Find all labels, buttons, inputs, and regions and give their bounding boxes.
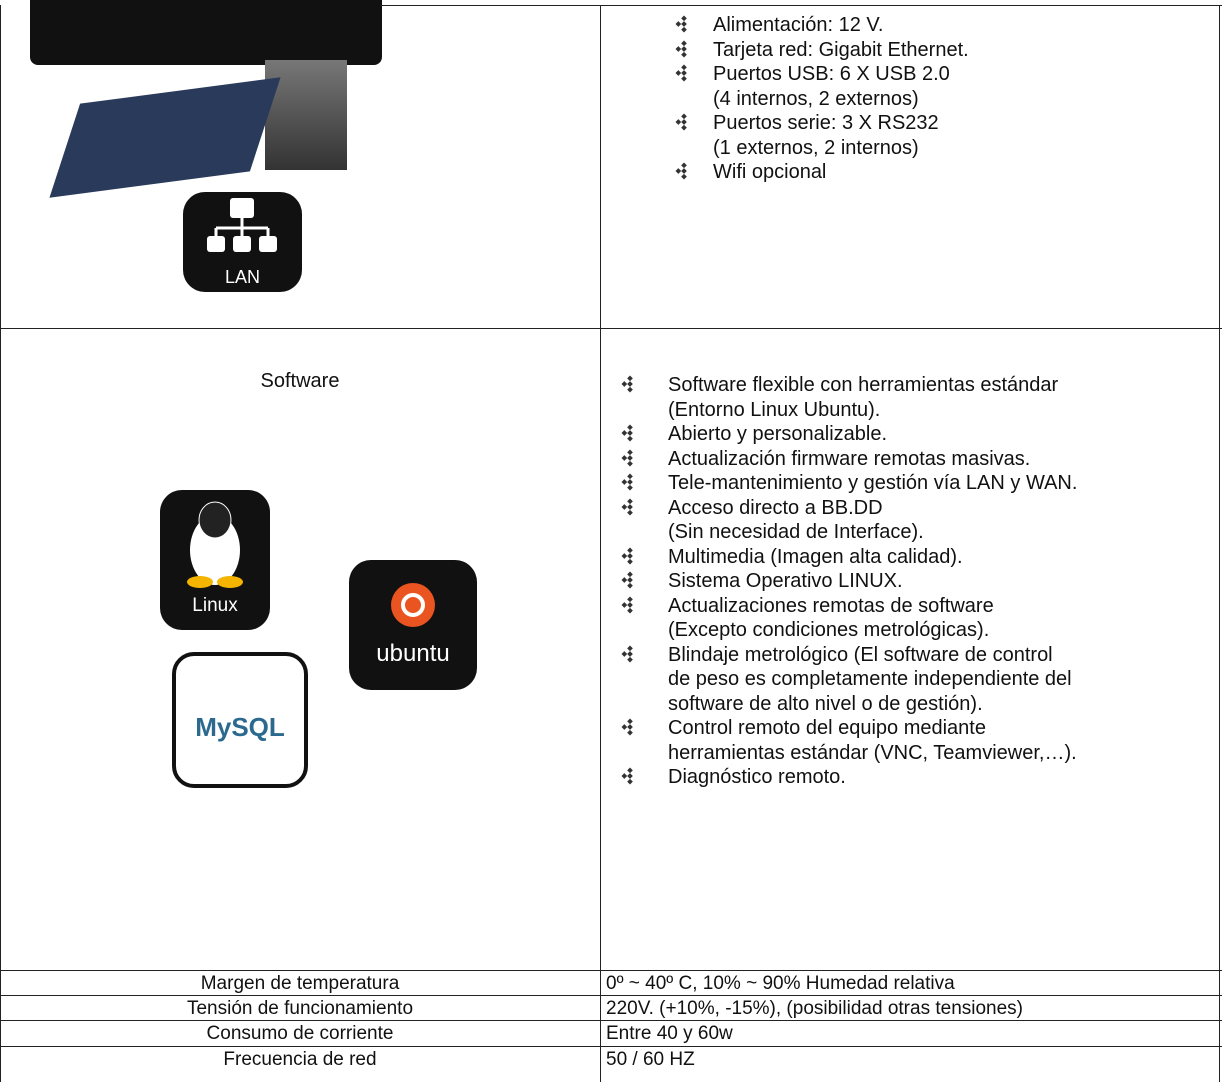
bullet-line: Control remoto del equipo mediante [668,717,986,739]
bullet-item: Acceso directo a BB.DD (Sin necesidad de … [622,496,1077,545]
spec-value: 50 / 60 HZ [606,1049,695,1070]
bullet-line: (Entorno Linux Ubuntu). [668,398,881,421]
bullet-line: Software flexible con herramientas están… [668,374,1059,396]
border [0,995,1222,996]
bullet-line: Puertos serie: 3 X RS232 [713,112,939,134]
border [0,5,1,1082]
lan-icon: LAN [183,192,302,292]
bullet-line: Actualizaciones remotas de software [668,594,994,617]
icon-label: ubuntu [376,640,450,667]
bullet-item: Multimedia (Imagen alta calidad). [622,545,1077,570]
border [0,970,1222,971]
device-image [30,0,382,65]
bullet-item: Puertos serie: 3 X RS232 (1 externos, 2 i… [672,111,969,160]
bullet-line: (Sin necesidad de Interface). [668,521,924,543]
icon-label: LAN [224,267,260,287]
bullet-item: Control remoto del equipo mediante herram… [622,716,1077,765]
spec-key: Consumo de corriente [206,1023,394,1044]
bullet-line: Acceso directo a BB.DD [668,496,883,519]
bullet-line: Actualización firmware remotas masivas. [668,447,1031,470]
ubuntu-logo [391,583,435,627]
spec-key: Frecuencia de red [223,1049,377,1070]
icon-label: MySQL [195,712,285,742]
bullet-item: Puertos USB: 6 X USB 2.0 (4 internos, 2 e… [672,62,969,111]
bullet-line: Blindaje metrológico (El software de con… [668,643,1053,666]
bullet-line: Diagnóstico remoto. [668,766,846,788]
border [0,328,1222,329]
device-stand [265,60,347,170]
software-list: Software flexible con herramientas están… [622,373,1077,790]
bullet-line: (4 internos, 2 externos) [713,87,919,110]
hardware-list: Alimentación: 12 V. Tarjeta red: Gigabit … [672,13,969,185]
mysql-icon: MySQL [172,652,308,788]
linux-icon: Linux [160,490,270,630]
border [1219,5,1220,1082]
motherboard-image [49,77,281,198]
bullet-item: Alimentación: 12 V. [672,13,969,38]
icon-label: Linux [192,595,238,616]
ubuntu-icon: ubuntu [349,560,477,690]
tux [187,501,243,588]
bullet-item: Tarjeta red: Gigabit Ethernet. [672,38,969,63]
spec-row: Margen de temperatura 0º ~ 40º C, 10% ~ 9… [0,971,1222,996]
bullet-item: Actualizaciones remotas de software (Exce… [622,594,1077,643]
bullet-item: Software flexible con herramientas están… [622,373,1077,422]
spec-key: Margen de temperatura [200,973,400,994]
spec-row: Tensión de funcionamiento 220V. (+10%, -1… [0,996,1222,1021]
section-label: Software [260,370,340,392]
spec-value: 0º ~ 40º C, 10% ~ 90% Humedad relativa [606,973,955,994]
border [600,5,601,1082]
bullet-line: (1 externos, 2 internos) [713,136,919,159]
bullet-item: Blindaje metrológico (El software de con… [622,643,1077,717]
spec-row: Frecuencia de red 50 / 60 HZ [0,1047,1222,1072]
lan-symbol [207,198,277,252]
bullet-item: Actualización firmware remotas masivas. [622,447,1077,472]
bullet-item: Abierto y personalizable. [622,422,1077,447]
bullet-line: herramientas estándar (VNC, Teamviewer,…… [668,741,1077,764]
bullet-line: Puertos USB: 6 X USB 2.0 [713,63,950,85]
bullet-item: Wifi opcional [672,160,969,185]
border [380,5,1222,6]
bullet-line: Wifi opcional [713,161,827,183]
bullet-line: Tele-mantenimiento y gestión vía LAN y W… [668,472,1078,494]
bullet-line: Sistema Operativo LINUX. [668,570,903,592]
bullet-line: Multimedia (Imagen alta calidad). [668,545,963,568]
spec-value: Entre 40 y 60w [606,1023,733,1044]
bullet-line: de peso es completamente independiente d… [668,668,1072,690]
bullet-line: Abierto y personalizable. [668,423,888,445]
bullet-line: Alimentación: 12 V. [713,14,884,36]
spec-key: Tensión de funcionamiento [186,998,414,1019]
spec-value: 220V. (+10%, -15%), (posibilidad otras t… [606,998,1024,1019]
bullet-item: Diagnóstico remoto. [622,765,1077,790]
bullet-item: Sistema Operativo LINUX. [622,569,1077,594]
border [0,1020,1222,1021]
spec-row: Consumo de corriente Entre 40 y 60w [0,1021,1222,1046]
bullet-line: Tarjeta red: Gigabit Ethernet. [713,38,969,61]
bullet-item: Tele-mantenimiento y gestión vía LAN y W… [622,471,1077,496]
border [0,1046,1222,1047]
bullet-line: (Excepto condiciones metrológicas). [668,619,990,641]
bullet-line: software de alto nivel o de gestión). [668,692,983,715]
